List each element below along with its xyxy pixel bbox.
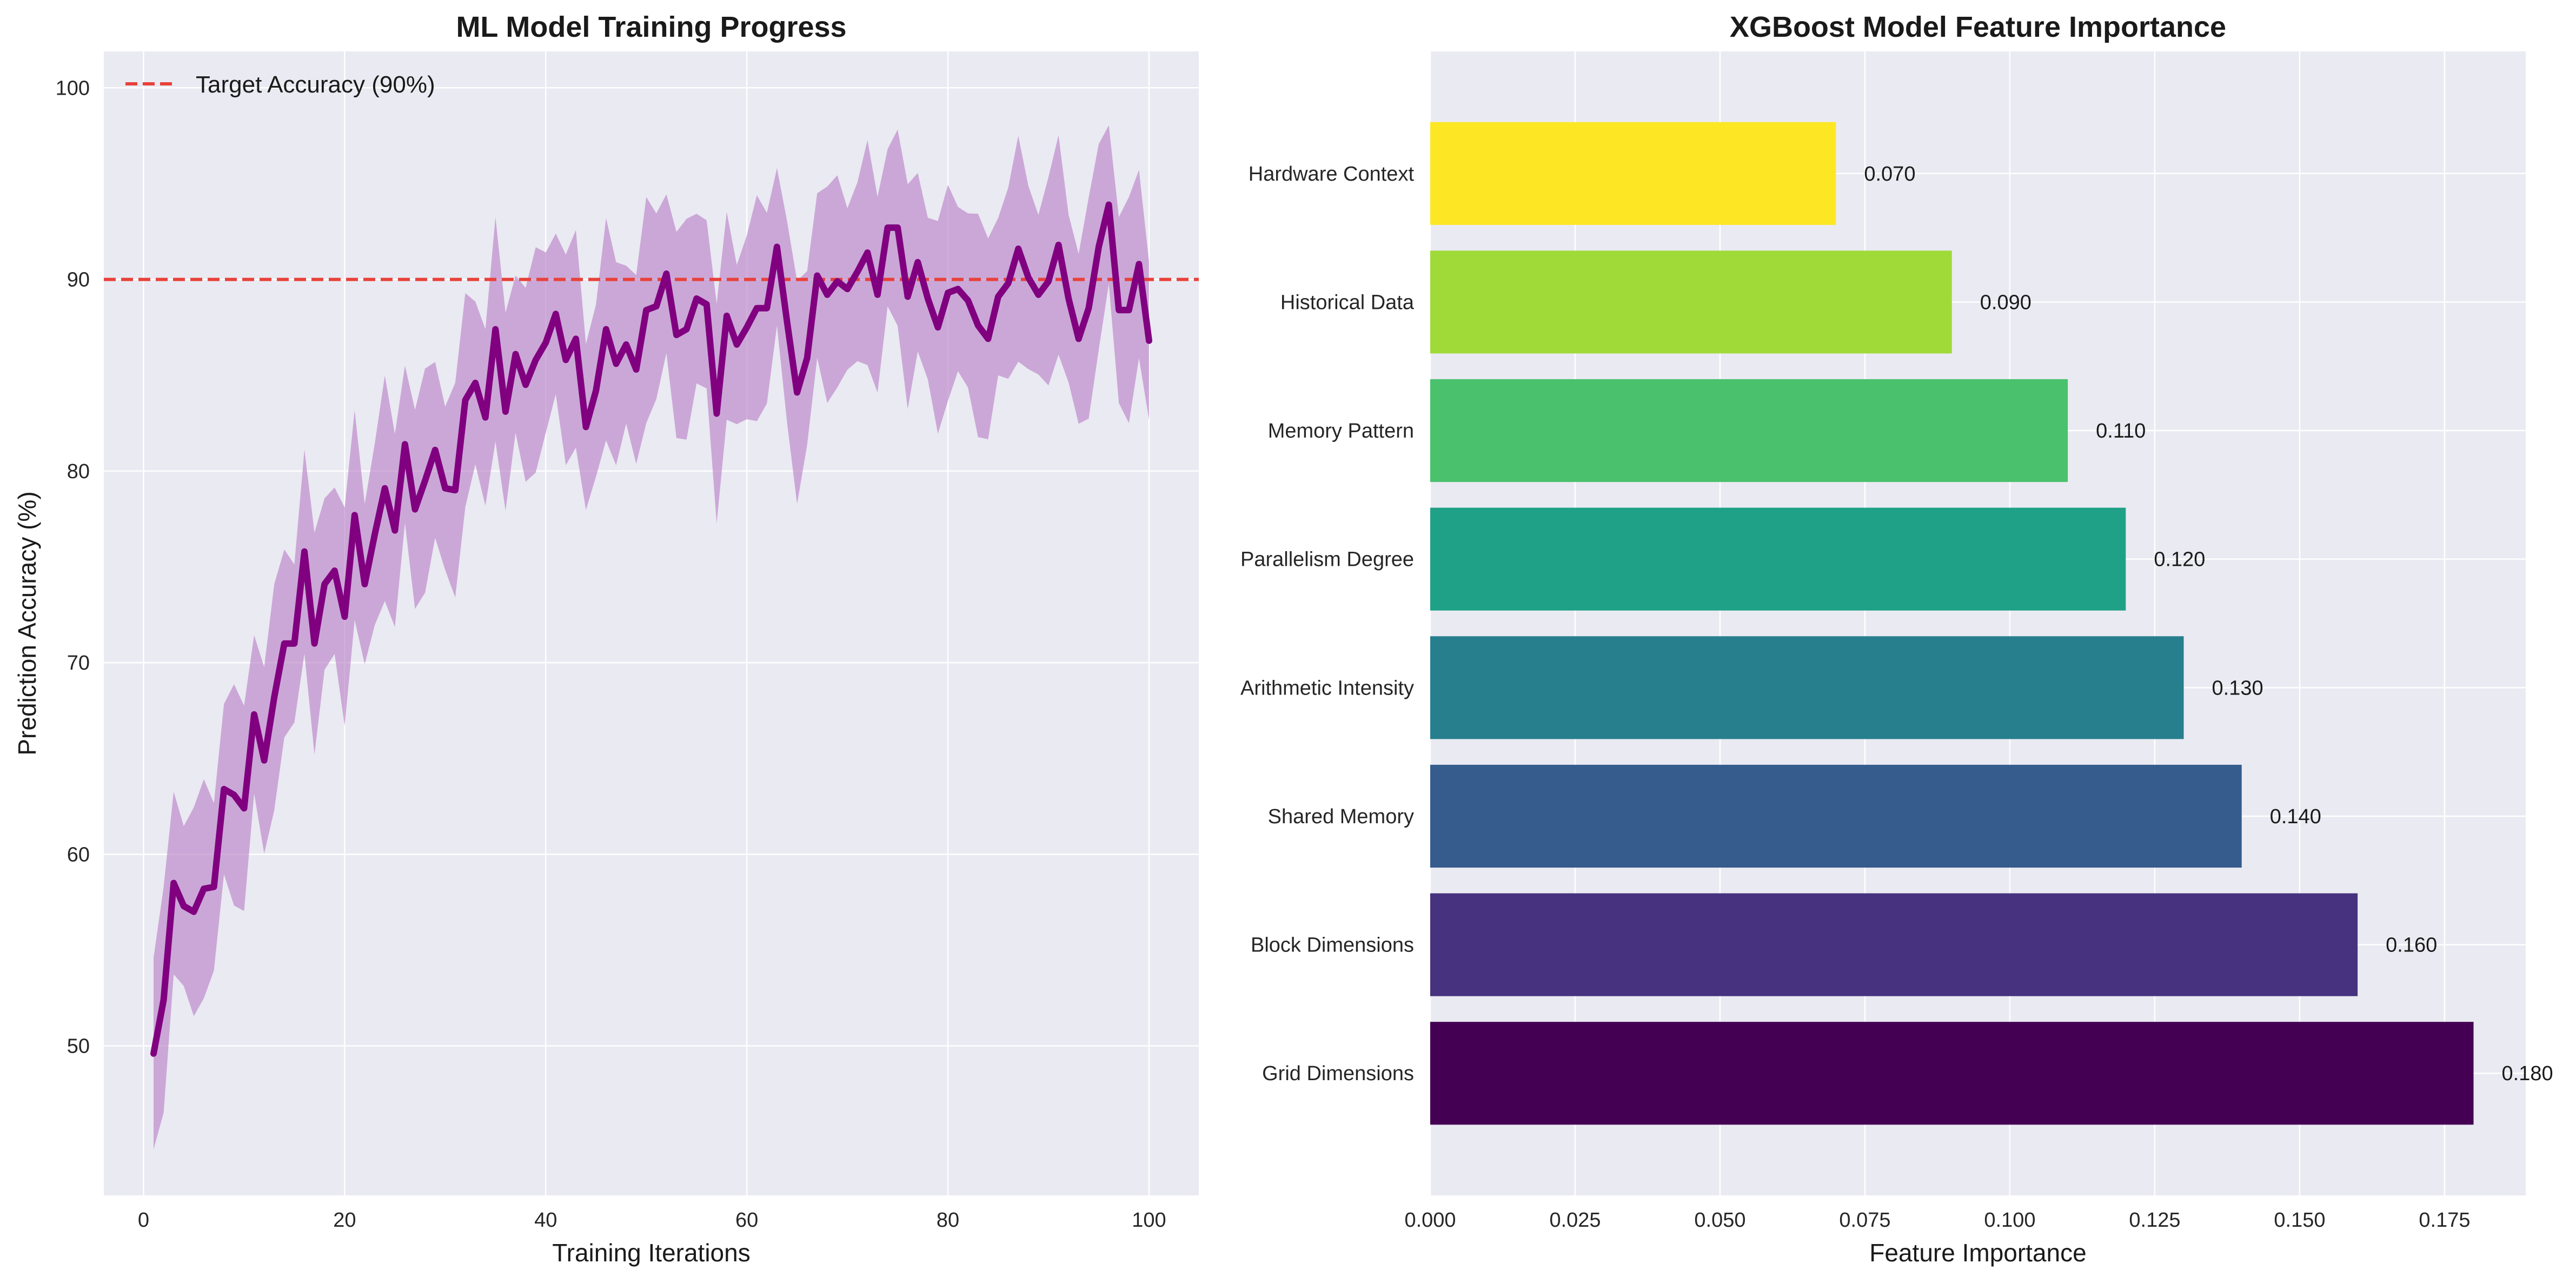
x-tick-labels: 0 20 40 60 80 100 (138, 1209, 1166, 1232)
bar-value-label: 0.120 (2154, 548, 2205, 571)
category-label: Historical Data (1280, 291, 1415, 314)
x-tick-label: 20 (333, 1209, 356, 1232)
legend: Target Accuracy (90%) (125, 71, 435, 98)
x-tick-label: 0.150 (2274, 1209, 2325, 1232)
x-tick-label: 100 (1132, 1209, 1166, 1232)
x-tick-labels: 0.000 0.025 0.050 0.075 0.100 0.125 0.150 0.175 (1404, 1209, 2470, 1232)
bar (1430, 893, 2358, 996)
legend-entry-target: Target Accuracy (90%) (196, 71, 435, 98)
bar-value-label: 0.090 (1980, 291, 2031, 314)
chart-title: XGBoost Model Feature Importance (1730, 11, 2226, 43)
y-tick-labels: 50 60 70 80 90 100 (56, 77, 90, 1057)
plot-area (1430, 51, 2526, 1195)
x-tick-label: 0.075 (1839, 1209, 1890, 1232)
bar (1430, 250, 1952, 354)
confidence-band (154, 125, 1149, 1149)
x-tick-label: 0.025 (1549, 1209, 1601, 1232)
y-tick-label: 100 (56, 77, 90, 100)
x-tick-label: 0.000 (1404, 1209, 1456, 1232)
x-tick-label: 80 (937, 1209, 959, 1232)
x-axis-label: Training Iterations (552, 1239, 750, 1267)
x-tick-label: 0 (138, 1209, 149, 1232)
x-tick-label: 60 (735, 1209, 758, 1232)
x-tick-label: 0.175 (2419, 1209, 2470, 1232)
x-tick-label: 40 (534, 1209, 557, 1232)
x-tick-label: 0.050 (1694, 1209, 1745, 1232)
bar (1430, 379, 2068, 482)
category-label: Memory Pattern (1268, 420, 1414, 442)
bar-value-label: 0.180 (2502, 1062, 2553, 1085)
y-tick-label: 60 (67, 843, 90, 866)
confidence-band-area (154, 125, 1149, 1149)
feature-importance-chart: 0.180 0.160 0.140 0.130 0.120 0.110 0.090 0.070… (1240, 11, 2553, 1267)
category-label: Hardware Context (1249, 163, 1415, 186)
category-label: Grid Dimensions (1262, 1062, 1414, 1085)
category-label: Shared Memory (1268, 805, 1414, 828)
bar-value-label: 0.140 (2270, 805, 2321, 828)
bar (1430, 636, 2184, 739)
y-tick-label: 70 (67, 652, 90, 674)
y-tick-label: 50 (67, 1035, 90, 1058)
chart-title: ML Model Training Progress (456, 11, 846, 43)
training-progress-chart: 0 20 40 60 80 100 50 60 70 80 90 100 Target Accura… (13, 11, 1199, 1267)
bar (1430, 507, 2126, 611)
y-axis-label: Prediction Accuracy (%) (13, 491, 41, 755)
accuracy-series (150, 201, 1152, 1057)
category-label: Parallelism Degree (1240, 548, 1414, 571)
category-label: Block Dimensions (1251, 934, 1414, 957)
bar-value-label: 0.110 (2096, 420, 2146, 442)
x-axis-label: Feature Importance (1869, 1239, 2086, 1267)
category-labels: Grid Dimensions Block Dimensions Shared Me… (1240, 163, 1415, 1085)
bar-value-label: 0.130 (2212, 677, 2263, 699)
accuracy-line (150, 201, 1152, 1057)
bar (1430, 122, 1836, 225)
bar (1430, 1022, 2474, 1125)
bar-value-label: 0.070 (1864, 163, 1915, 186)
y-tick-label: 80 (67, 460, 90, 483)
category-label: Arithmetic Intensity (1240, 677, 1414, 699)
bar-value-labels: 0.180 0.160 0.140 0.130 0.120 0.110 0.090 0.070 (1864, 163, 2553, 1085)
x-tick-label: 0.125 (2129, 1209, 2180, 1232)
bar (1430, 764, 2242, 868)
x-tick-label: 0.100 (1984, 1209, 2035, 1232)
y-tick-label: 90 (67, 269, 90, 292)
bars (1430, 122, 2474, 1125)
bar-value-label: 0.160 (2386, 934, 2437, 957)
